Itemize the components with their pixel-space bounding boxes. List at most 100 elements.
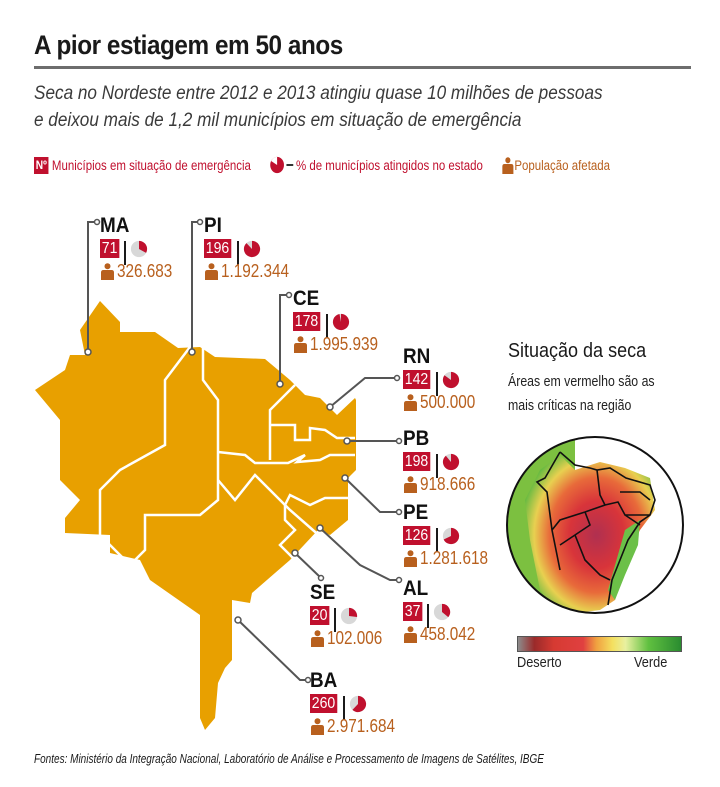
population-value: 458.042 [420, 624, 476, 644]
legend-item-municipalities: Nº Municípios em situação de emergência [34, 156, 251, 174]
state-label-ba: BA 260 2.971.684 [310, 670, 407, 736]
leader-se [294, 552, 321, 578]
separator [435, 527, 438, 552]
legend-item-population: População afetada [502, 156, 611, 174]
dot-ma [84, 348, 92, 356]
dot-pi-end [196, 218, 204, 226]
municipality-count: 178 [293, 312, 321, 331]
title-divider [34, 66, 691, 69]
border-ma-pi [98, 346, 191, 560]
pie-slice-affected [348, 607, 357, 617]
population-value: 500.000 [420, 392, 476, 412]
leader-pe [344, 477, 397, 513]
leader-lines [87, 221, 397, 681]
border-pe-al [283, 493, 350, 507]
state-label-ma: MA 71 326.683 [100, 215, 182, 281]
population-value: 326.683 [117, 261, 173, 281]
inset-state-borders [535, 451, 656, 606]
municipality-count: 142 [403, 370, 431, 389]
separator [236, 240, 239, 265]
separator [325, 313, 328, 338]
dot-ba-end [304, 676, 312, 684]
scale-label-desert: Deserto [517, 654, 562, 671]
border-ce-pb [270, 423, 355, 442]
legend-item-percent: % de municípios atingidos no estado [270, 156, 483, 174]
person-icon [404, 625, 417, 643]
state-abbr: PB [403, 427, 430, 450]
border-pi-ce [201, 347, 220, 480]
inset-title: Situação da seca [508, 340, 647, 362]
pie-chart-icon [442, 453, 459, 470]
state-label-pi: PI 196 1.192.344 [204, 215, 301, 281]
dot-rn [326, 403, 334, 411]
pie-slice-affected [441, 603, 450, 617]
separator [342, 695, 345, 720]
separator [435, 371, 438, 396]
pie-chart-icon [433, 603, 450, 620]
state-abbr: RN [403, 345, 431, 368]
inset-frame [506, 436, 684, 614]
inset-desc-line-1: Áreas em vermelho são as [508, 374, 655, 390]
dot-pe-end [395, 508, 403, 516]
person-icon [311, 717, 324, 735]
dot-ba [234, 616, 242, 624]
border-ce-rn [268, 384, 296, 460]
pie-chart-icon [332, 313, 349, 330]
dot-al-end [395, 576, 403, 584]
border-pi-ba [104, 480, 220, 567]
state-label-se: SE 20 102.006 [310, 582, 392, 648]
state-label-pb: PB 198 918.666 [403, 428, 485, 494]
number-symbol-icon: Nº [34, 156, 49, 174]
person-icon [502, 156, 514, 174]
page-title: A pior estiagem em 50 anos [34, 30, 343, 60]
municipality-count: 196 [204, 239, 232, 258]
leader-al [319, 527, 397, 581]
source-credits: Fontes: Ministério da Integração Naciona… [34, 752, 544, 766]
separator [123, 240, 126, 265]
population-value: 1.281.618 [420, 548, 489, 568]
population-value: 1.995.939 [310, 334, 379, 354]
separator [435, 453, 438, 478]
inset-coast-green [608, 520, 640, 600]
municipality-count: 260 [310, 694, 338, 713]
pie-slice-affected [332, 313, 349, 330]
person-icon [404, 475, 417, 493]
legend-label-percent: % de municípios atingidos no estado [295, 157, 483, 173]
subtitle-line-2: e deixou mais de 1,2 mil municípios em s… [34, 109, 522, 131]
pie-slice-affected [442, 371, 459, 388]
municipality-count: 126 [403, 526, 431, 545]
leader-ma [87, 221, 95, 352]
legend-dash [286, 164, 294, 166]
pie-chart-icon [243, 240, 260, 257]
state-abbr: PE [403, 501, 429, 524]
pie-chart-icon [442, 371, 459, 388]
state-abbr: CE [293, 287, 320, 310]
population-value: 1.192.344 [221, 261, 290, 281]
population-value: 102.006 [327, 628, 383, 648]
pie-slice-affected [442, 453, 459, 470]
leader-pi [191, 221, 198, 352]
pie-slice-affected [352, 695, 366, 712]
border-al-se [278, 505, 297, 561]
municipality-count: 20 [310, 606, 330, 625]
dot-rn-end [393, 374, 401, 382]
subtitle-line-1: Seca no Nordeste entre 2012 e 2013 ating… [34, 82, 603, 104]
population-value: 918.666 [420, 474, 476, 494]
person-icon [101, 262, 114, 280]
state-label-pe: PE 126 1.281.618 [403, 502, 500, 568]
dot-pe [341, 474, 349, 482]
legend-label-municipalities: Municípios em situação de emergência [51, 157, 251, 173]
dot-pb [343, 437, 351, 445]
municipality-count: 71 [100, 239, 120, 258]
leader-endpoints [84, 218, 403, 684]
dot-al [316, 524, 324, 532]
legend-label-population: População afetada [514, 157, 611, 173]
dot-ce [276, 380, 284, 388]
state-label-rn: RN 142 500.000 [403, 346, 485, 412]
pie-chart-icon [130, 240, 147, 257]
leader-rn [329, 377, 395, 408]
leader- ba [237, 619, 306, 681]
leader-ce [279, 294, 287, 384]
state-abbr: SE [310, 581, 336, 604]
